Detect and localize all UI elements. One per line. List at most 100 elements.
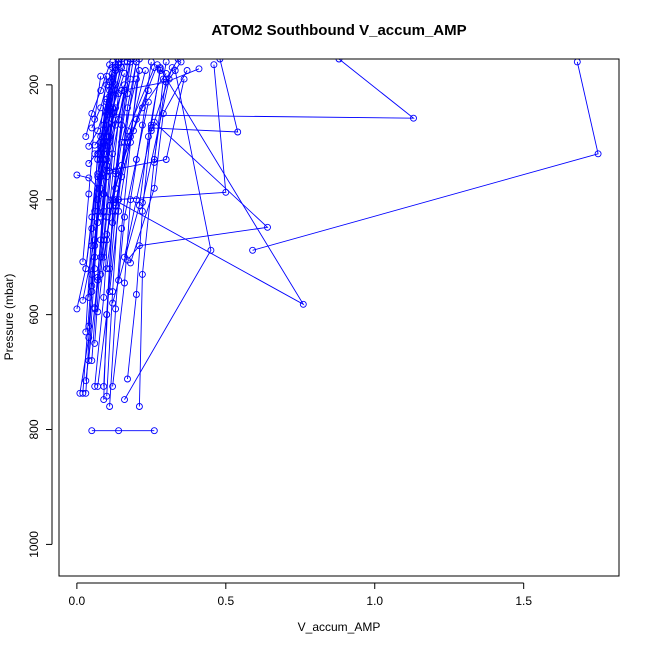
data-point <box>115 207 123 215</box>
series-line <box>151 59 239 133</box>
data-point <box>132 156 140 163</box>
data-point <box>573 59 581 66</box>
data-point <box>103 111 111 119</box>
data-point <box>109 219 117 227</box>
data-point <box>144 87 152 95</box>
data-point <box>85 293 93 301</box>
data-point <box>91 265 99 273</box>
data-point <box>216 59 224 63</box>
data-point <box>103 81 111 89</box>
data-point <box>103 230 111 238</box>
series-1 <box>88 427 158 435</box>
plot-area <box>73 59 602 435</box>
x-tick-label: 0.5 <box>217 594 234 608</box>
data-point <box>147 127 155 135</box>
y-tick-label: 200 <box>27 75 41 95</box>
chart-title: ATOM2 Southbound V_accum_AMP <box>211 22 466 39</box>
data-point <box>150 118 158 126</box>
data-point <box>147 124 155 132</box>
data-point <box>85 322 93 330</box>
data-point <box>97 72 105 80</box>
data-point <box>85 174 93 182</box>
data-point <box>94 170 102 178</box>
data-point <box>88 427 96 435</box>
data-point <box>91 382 99 390</box>
data-point <box>132 196 140 204</box>
data-point <box>94 207 102 215</box>
series-line <box>115 64 227 201</box>
data-point <box>109 299 117 307</box>
data-point <box>121 81 128 89</box>
series-line <box>106 59 415 119</box>
series-line <box>88 67 117 147</box>
data-point <box>100 145 108 153</box>
data-point <box>106 403 114 410</box>
data-point <box>162 156 170 163</box>
series-line <box>85 64 111 137</box>
data-point <box>85 334 93 342</box>
data-point <box>138 270 146 278</box>
y-tick-label: 600 <box>27 304 41 324</box>
data-point <box>162 59 170 66</box>
y-axis-label: Pressure (mbar) <box>2 274 16 361</box>
series-line <box>130 70 188 264</box>
data-point <box>124 59 131 66</box>
data-point <box>103 311 111 319</box>
series-line <box>103 61 131 400</box>
data-point <box>132 291 140 298</box>
y-tick-label: 800 <box>27 419 41 439</box>
data-point <box>150 427 158 435</box>
data-point <box>115 276 123 284</box>
data-point <box>147 59 155 66</box>
series-line <box>124 67 173 258</box>
x-tick-label: 0.0 <box>69 594 86 608</box>
data-point <box>73 305 81 313</box>
data-point <box>91 141 99 149</box>
series-61 <box>138 59 185 207</box>
data-point <box>100 150 108 158</box>
data-point <box>100 138 108 146</box>
data-point <box>94 273 102 281</box>
data-point <box>410 114 417 122</box>
data-point <box>88 282 96 290</box>
data-point <box>106 133 114 141</box>
data-point <box>135 242 143 250</box>
series-line <box>124 70 212 400</box>
series-63 <box>100 104 120 158</box>
data-point <box>177 59 185 66</box>
x-tick-label: 1.5 <box>515 594 532 608</box>
data-point <box>91 236 99 244</box>
data-point <box>97 104 105 112</box>
series-line <box>115 73 167 203</box>
data-point <box>106 202 114 209</box>
data-point <box>121 279 128 287</box>
data-point <box>94 127 102 135</box>
data-point <box>115 427 123 435</box>
data-point <box>127 75 134 83</box>
data-point <box>156 65 164 73</box>
data-point <box>180 75 188 83</box>
data-point <box>121 213 128 221</box>
data-point <box>150 184 158 192</box>
series-58 <box>103 75 188 175</box>
data-point <box>264 223 271 231</box>
data-point <box>94 219 102 227</box>
y-tick-label: 400 <box>27 189 41 209</box>
series-line <box>121 68 200 92</box>
data-point <box>82 328 90 336</box>
data-point <box>79 258 87 266</box>
x-axis-label: V_accum_AMP <box>298 620 381 634</box>
data-point <box>141 67 149 74</box>
data-point <box>88 124 96 132</box>
data-point <box>118 87 126 95</box>
data-point <box>85 160 93 167</box>
data-point <box>94 308 102 316</box>
data-point <box>118 64 126 72</box>
data-point <box>106 288 114 296</box>
data-point <box>106 167 114 175</box>
data-point <box>195 65 203 73</box>
data-point <box>103 392 111 400</box>
data-point <box>124 104 131 112</box>
data-point <box>121 69 128 77</box>
